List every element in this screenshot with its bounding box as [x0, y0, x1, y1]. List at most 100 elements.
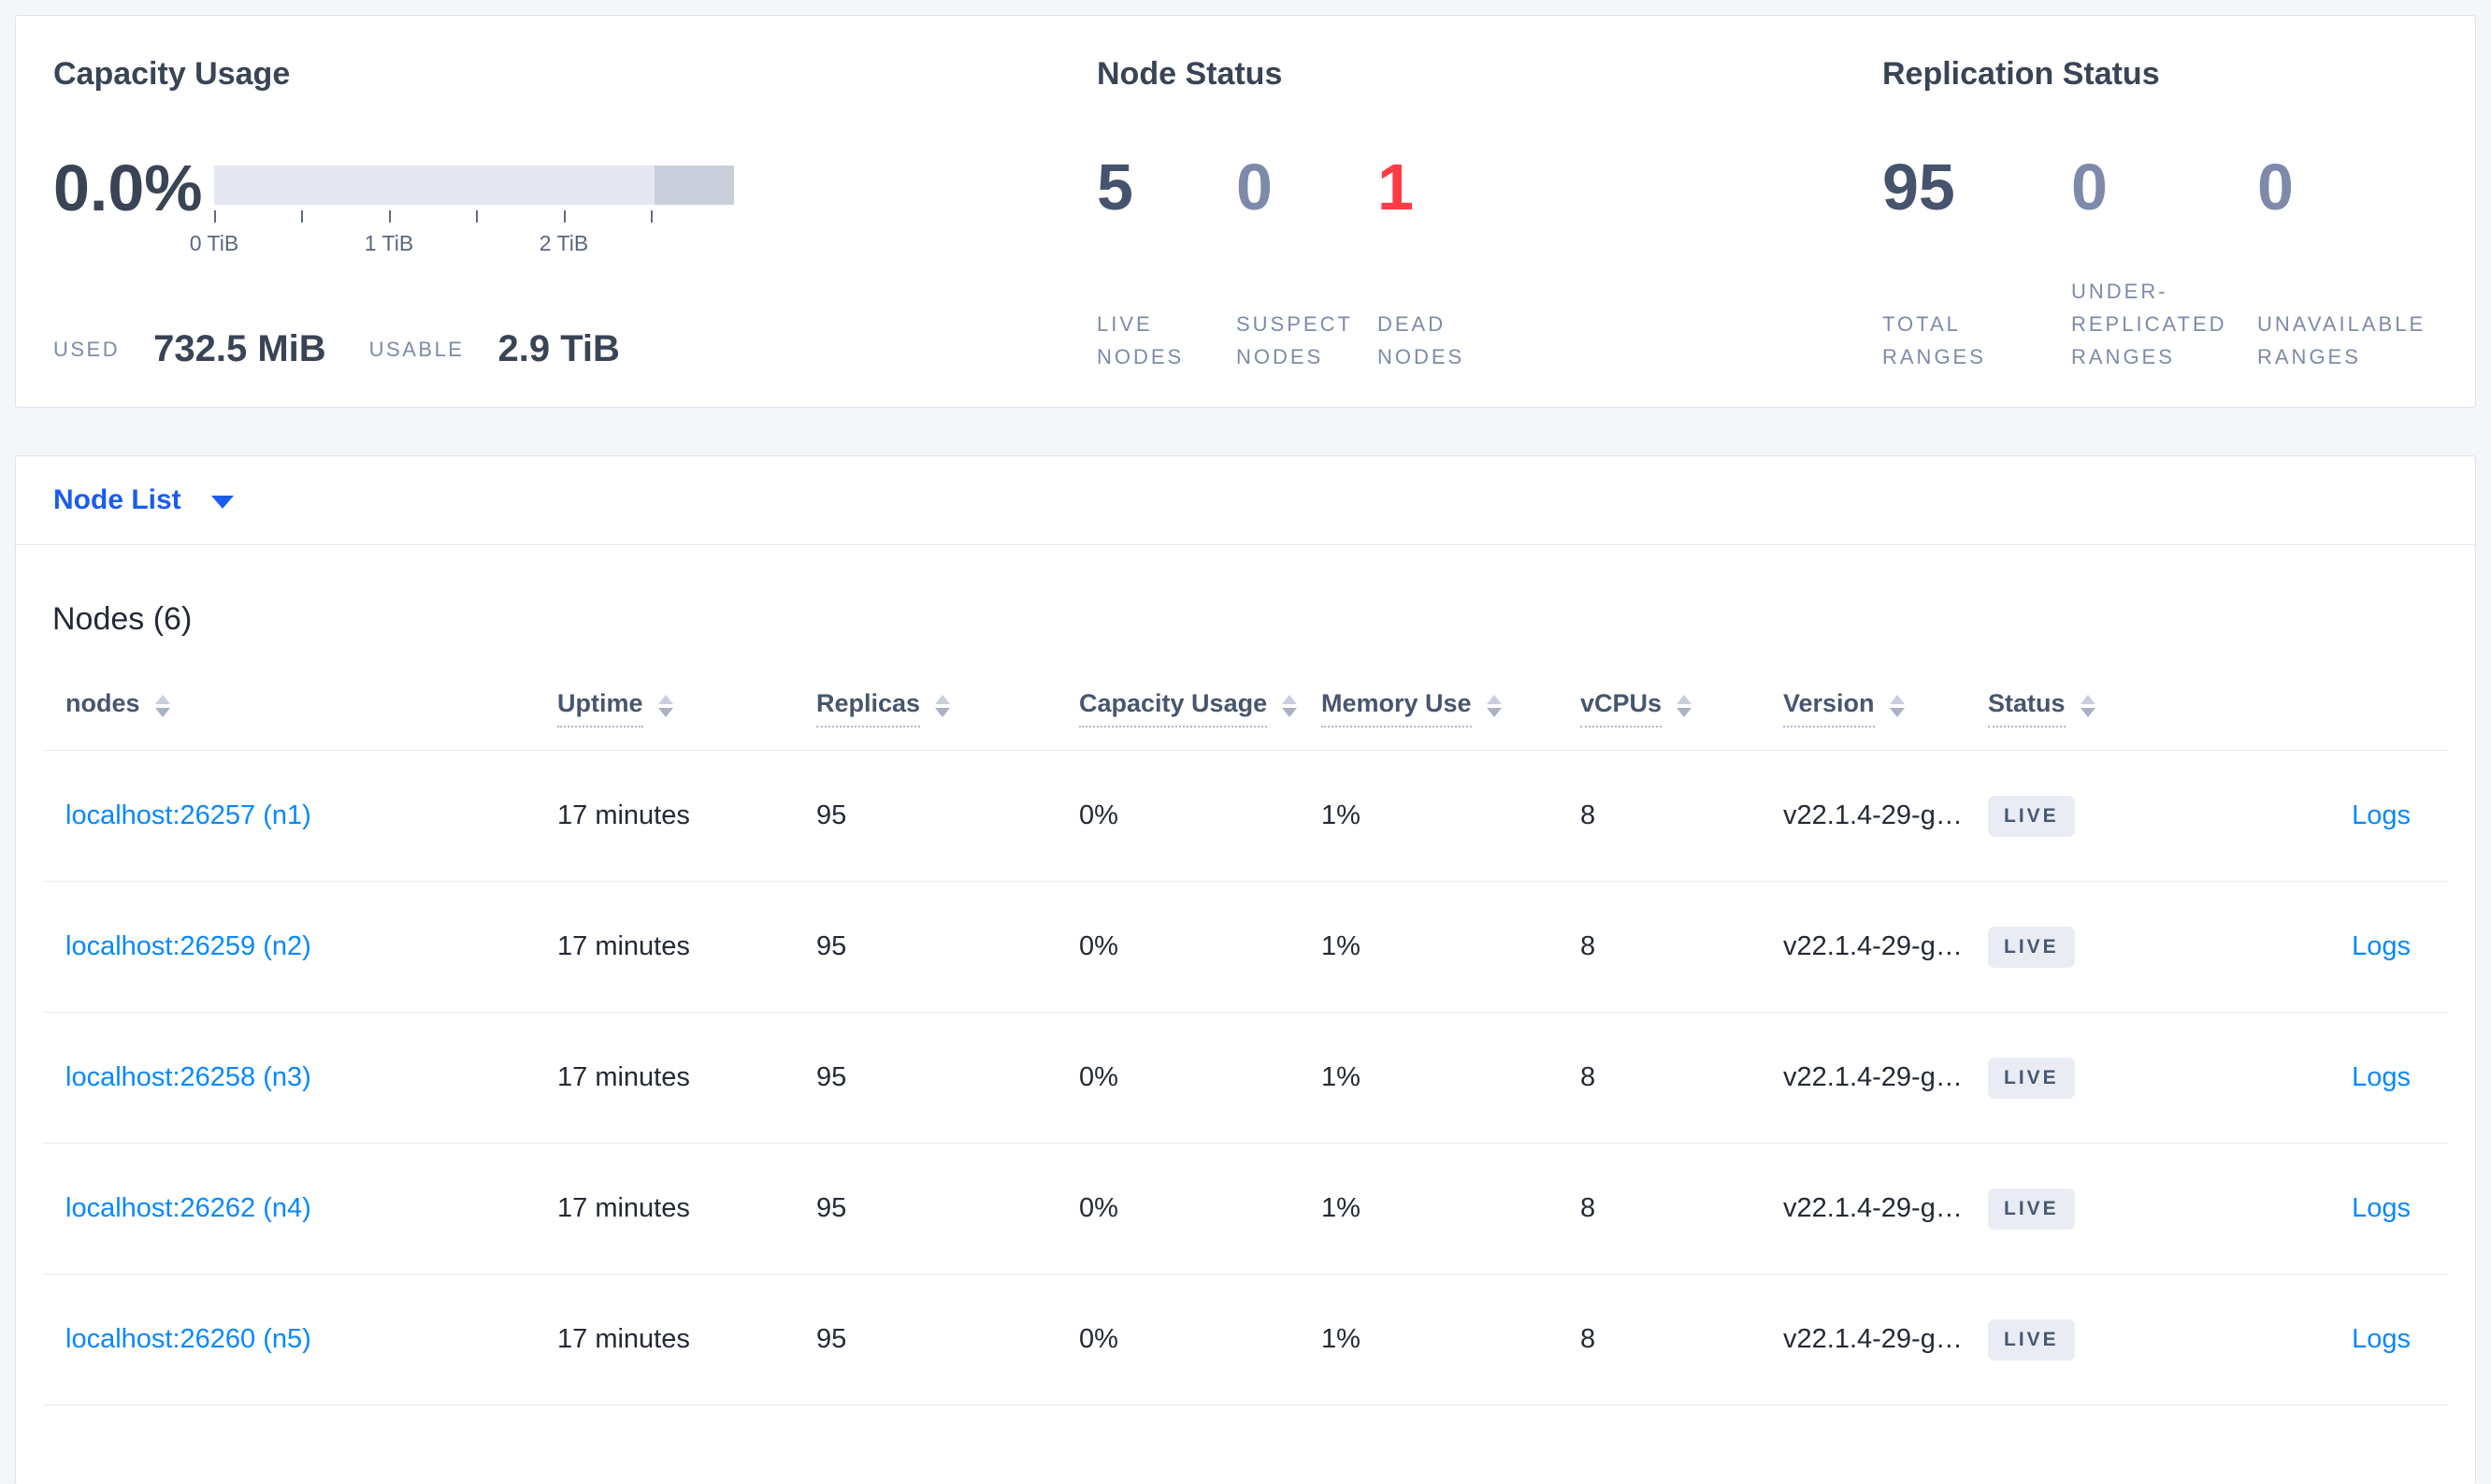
replicas-cell: 95: [816, 1062, 847, 1092]
sort-ascending-icon: [154, 695, 170, 704]
dead-nodes-count: 1: [1377, 151, 1414, 223]
axis-tick-label: 2 TiB: [539, 231, 589, 255]
used-label: USED: [53, 337, 121, 361]
sort-descending-icon: [935, 708, 951, 717]
column-header[interactable]: Status: [1988, 689, 2218, 728]
logs-link[interactable]: Logs: [2352, 1062, 2411, 1092]
uptime-cell: 17 minutes: [557, 1062, 690, 1092]
uptime-cell: 17 minutes: [557, 1324, 690, 1354]
node-list-panel: Node List Nodes (6) nodes Uptime: [15, 455, 2476, 1484]
node-link[interactable]: localhost:26258 (n3): [65, 1062, 311, 1092]
node-link[interactable]: localhost:26259 (n2): [65, 931, 311, 961]
uptime-cell: 17 minutes: [557, 1193, 690, 1223]
sort-descending-icon: [154, 708, 170, 717]
capacity-percent-value: 0.0%: [53, 151, 203, 224]
vcpus-cell: 8: [1580, 1193, 1596, 1223]
sort-icon[interactable]: [1486, 695, 1502, 717]
node-list-dropdown[interactable]: Node List: [53, 484, 234, 516]
capacity-bar-reserved-segment: [655, 166, 734, 205]
sort-ascending-icon: [1282, 695, 1298, 704]
column-header[interactable]: Version: [1783, 689, 1988, 728]
node-link[interactable]: localhost:26260 (n5): [65, 1324, 311, 1354]
status-badge: LIVE: [1988, 1057, 2075, 1099]
nodes-table: Nodes (6) nodes Uptime: [43, 598, 2448, 1405]
column-header[interactable]: nodes: [43, 689, 557, 728]
logs-link[interactable]: Logs: [2352, 1193, 2411, 1223]
sort-icon[interactable]: [1889, 695, 1905, 717]
table-row: localhost:26260 (n5) 17 minutes 95 0% 1%…: [43, 1275, 2448, 1405]
axis-tick: [564, 210, 566, 223]
logs-link[interactable]: Logs: [2352, 931, 2411, 961]
version-cell: v22.1.4-29-g…: [1783, 1324, 1963, 1354]
version-cell: v22.1.4-29-g…: [1783, 800, 1963, 830]
sort-icon[interactable]: [154, 695, 170, 717]
memory-use-cell: 1%: [1321, 1062, 1361, 1092]
logs-link[interactable]: Logs: [2352, 1324, 2411, 1354]
replicas-cell: 95: [816, 1324, 847, 1354]
axis-tick: [301, 210, 303, 223]
status-badge: LIVE: [1988, 1318, 2075, 1361]
replication-status-labels: TOTAL RANGES UNDER-REPLICATED RANGES UNA…: [1882, 268, 2454, 373]
cluster-overview-panel: Capacity Usage 0.0% 0 TiB 1 TiB 2 TiB US…: [15, 15, 2476, 408]
sort-icon[interactable]: [2080, 695, 2095, 717]
table-row: localhost:26259 (n2) 17 minutes 95 0% 1%…: [43, 882, 2448, 1013]
column-header[interactable]: Capacity Usage: [1079, 689, 1321, 728]
node-status-title: Node Status: [1097, 56, 1283, 92]
vcpus-cell: 8: [1580, 1324, 1596, 1354]
vcpus-cell: 8: [1580, 1062, 1596, 1092]
version-cell: v22.1.4-29-g…: [1783, 931, 1963, 961]
capacity-usage-cell: 0%: [1079, 1062, 1118, 1092]
unavailable-ranges-count: 0: [2257, 151, 2294, 223]
table-row: localhost:26258 (n3) 17 minutes 95 0% 1%…: [43, 1013, 2448, 1144]
axis-tick: [476, 210, 478, 223]
column-header[interactable]: Replicas: [816, 689, 1079, 728]
under-replicated-ranges-label: UNDER-REPLICATED RANGES: [2071, 280, 2227, 368]
memory-use-cell: 1%: [1321, 800, 1361, 830]
logs-link[interactable]: Logs: [2352, 800, 2411, 830]
vcpus-cell: 8: [1580, 800, 1596, 830]
sort-icon[interactable]: [657, 695, 673, 717]
capacity-usage-cell: 0%: [1079, 931, 1118, 961]
sort-descending-icon: [657, 708, 673, 717]
sort-icon[interactable]: [1282, 695, 1298, 717]
sort-descending-icon: [2080, 708, 2095, 717]
column-header[interactable]: Memory Use: [1321, 689, 1580, 728]
sort-descending-icon: [1486, 708, 1502, 717]
axis-tick: [389, 210, 391, 223]
sort-ascending-icon: [1486, 695, 1502, 704]
sort-descending-icon: [1282, 708, 1298, 717]
replication-status-section: Replication Status 95 0 0 TOTAL RANGES U…: [1882, 16, 2462, 407]
capacity-usage-cell: 0%: [1079, 1193, 1118, 1223]
live-nodes-count: 5: [1097, 151, 1133, 223]
sort-icon[interactable]: [1677, 695, 1692, 717]
axis-tick: [651, 210, 653, 223]
capacity-usage-section: Capacity Usage 0.0% 0 TiB 1 TiB 2 TiB US…: [53, 16, 1082, 407]
sort-descending-icon: [1889, 708, 1905, 717]
uptime-cell: 17 minutes: [557, 800, 690, 830]
capacity-usage-bar: [214, 166, 734, 205]
sort-ascending-icon: [1677, 695, 1692, 704]
sort-ascending-icon: [657, 695, 673, 704]
node-link[interactable]: localhost:26257 (n1): [65, 800, 311, 830]
column-header[interactable]: vCPUs: [1580, 689, 1783, 728]
unavailable-ranges-label: UNAVAILABLE RANGES: [2257, 312, 2426, 368]
node-list-dropdown-label: Node List: [53, 484, 181, 515]
total-ranges-label: TOTAL RANGES: [1882, 312, 1986, 368]
memory-use-cell: 1%: [1321, 1324, 1361, 1354]
node-link[interactable]: localhost:26262 (n4): [65, 1193, 311, 1223]
axis-tick-label: 0 TiB: [189, 231, 239, 255]
axis-tick: [214, 210, 216, 223]
axis-tick-label: 1 TiB: [364, 231, 414, 255]
node-status-numbers: 5 0 1: [1097, 151, 1518, 223]
memory-use-cell: 1%: [1321, 931, 1361, 961]
column-header[interactable]: Uptime: [557, 689, 816, 728]
nodes-table-header: nodes Uptime Replicas: [43, 641, 2448, 751]
uptime-cell: 17 minutes: [557, 931, 690, 961]
sort-icon[interactable]: [935, 695, 951, 717]
used-value: 732.5 MiB: [153, 328, 326, 369]
version-cell: v22.1.4-29-g…: [1783, 1193, 1963, 1223]
capacity-usage-cell: 0%: [1079, 1324, 1118, 1354]
capacity-usage-cell: 0%: [1079, 800, 1118, 830]
replicas-cell: 95: [816, 1193, 847, 1223]
sort-descending-icon: [1677, 708, 1692, 717]
